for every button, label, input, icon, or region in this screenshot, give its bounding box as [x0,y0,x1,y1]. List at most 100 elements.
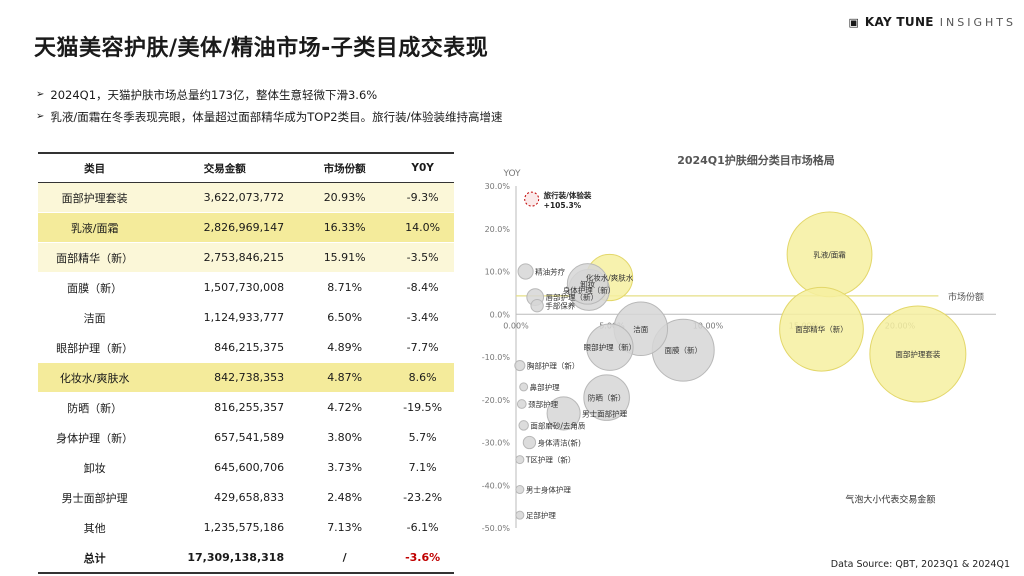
cell-yoy: -8.4% [391,272,454,303]
bubble-point [583,374,630,421]
bubble-point [586,323,634,371]
cell-share: 6.50% [298,302,392,333]
bubble-point [519,382,529,392]
header-share: 市场份额 [298,152,392,183]
outlier-bubble [524,191,540,207]
table-row: 防晒（新） 816,255,357 4.72% -19.5% [38,392,454,423]
header-amount: 交易金额 [151,152,299,183]
bullet-text: 乳液/面霜在冬季表现亮眼，体量超过面部精华成为TOP2类目。旅行装/体验装维持高… [50,110,503,124]
cell-amount: 17,309,138,318 [151,542,299,574]
bubble-point [515,510,525,520]
cell-amount: 3,622,073,772 [151,182,299,213]
cell-share: / [298,542,392,574]
table-row: 面部护理套装 3,622,073,772 20.93% -9.3% [38,182,454,213]
table-row: 眼部护理（新） 846,215,375 4.89% -7.7% [38,332,454,363]
cell-category: 防晒（新） [38,392,152,423]
y-tick-label: -30.0% [482,439,511,448]
bubble-label: 鼻部护理 [530,382,560,392]
cell-share: 3.73% [298,452,392,483]
bubble-label: 身体清洁(新) [538,438,581,448]
cell-amount: 1,507,730,008 [151,272,299,303]
kt-logo-icon: ▣ [848,15,859,29]
bullet-text: 2024Q1，天猫护肤市场总量约173亿，整体生意轻微下滑3.6% [50,88,378,102]
bullet-arrow-icon: ➢ [36,111,45,122]
bubble-point [516,399,527,409]
bullet-item: ➢ 乳液/面霜在冬季表现亮眼，体量超过面部精华成为TOP2类目。旅行装/体验装维… [36,106,502,128]
bubble-label: 洁面 [633,324,648,334]
y-tick-label: 30.0% [485,182,511,191]
bullet-list: ➢ 2024Q1，天猫护肤市场总量约173亿，整体生意轻微下滑3.6% ➢ 乳液… [36,84,502,128]
table-row: 面部精华（新） 2,753,846,215 15.91% -3.5% [38,242,454,273]
cell-amount: 816,255,357 [151,392,299,423]
cell-amount: 1,235,575,186 [151,512,299,543]
bubble-point [518,420,529,431]
cell-share: 7.13% [298,512,392,543]
cell-share: 4.89% [298,332,392,363]
cell-yoy: 5.7% [391,422,454,453]
bubble-label: 手部保养 [545,301,575,311]
table-header-row: 类目 交易金额 市场份额 Y0Y [38,152,454,183]
bubble-size-note: 气泡大小代表交易金额 [845,493,935,505]
brand-logo: ▣ KAY TUNE INSIGHTS [849,15,1016,29]
cell-share: 8.71% [298,272,392,303]
table-row: 面膜（新） 1,507,730,008 8.71% -8.4% [38,272,454,303]
table-row: 男士面部护理 429,658,833 2.48% -23.2% [38,482,454,513]
cell-category: 洁面 [38,302,152,333]
cell-share: 2.48% [298,482,392,513]
y-tick-label: -50.0% [482,524,511,533]
cell-yoy: 14.0% [391,212,454,243]
bubble-label: 面部磨砂/去角质 [530,420,586,430]
cell-share: 3.80% [298,422,392,453]
cell-share: 20.93% [298,182,392,213]
cell-share: 4.72% [298,392,392,423]
page-title: 天猫美容护肤/美体/精油市场-子类目成交表现 [34,36,489,61]
bubble-label: 面膜（新） [664,345,702,355]
bubble-point [869,305,967,403]
outlier-label: 旅行装/体验装 [544,190,592,200]
cell-yoy: -3.4% [391,302,454,333]
bullet-arrow-icon: ➢ [36,89,45,100]
cell-yoy: -19.5% [391,392,454,423]
cell-amount: 846,215,375 [151,332,299,363]
bubble-label: T区护理（新） [525,455,576,465]
y-axis-label: YOY [502,169,521,179]
bubble-label: 身体护理（新） [563,285,616,295]
y-tick-label: 0.0% [490,310,511,319]
bubble-point [522,435,537,450]
data-source: Data Source: QBT, 2023Q1 & 2024Q1 [830,559,1010,570]
cell-share: 15.91% [298,242,392,273]
cell-yoy: 8.6% [391,362,454,393]
y-tick-label: -40.0% [482,481,511,490]
outlier-value: +105.3% [544,201,582,210]
bubble-label: 面部精华（新） [795,324,848,334]
bubble-point [566,263,609,305]
bubble-label: 男士面部护理 [582,408,627,418]
cell-amount: 842,738,353 [151,362,299,393]
bubble-label: 卸妆 [580,279,596,289]
cell-category: 面膜（新） [38,272,152,303]
cell-category: 面部护理套装 [38,182,152,213]
y-tick-label: -10.0% [482,353,511,362]
x-axis-label: 市场份额 [948,291,984,303]
bubble-point [514,360,526,372]
cell-category: 总计 [38,542,152,574]
cell-category: 男士面部护理 [38,482,152,513]
table-total-row: 总计 17,309,138,318/-3.6% [38,542,454,574]
bubble-label: 男士身体护理 [526,485,571,495]
bubble-point [530,299,544,313]
cell-category: 其他 [38,512,152,543]
cell-share: 4.87% [298,362,392,393]
brand-name: KAY TUNE [864,15,934,29]
table-row: 化妆水/爽肤水 842,738,353 4.87% 8.6% [38,362,454,393]
cell-category: 身体护理（新） [38,422,152,453]
cell-amount: 2,753,846,215 [151,242,299,273]
bubble-label: 化妆水/爽肤水 [586,272,634,282]
table-row: 乳液/面霜 2,826,969,147 16.33% 14.0% [38,212,454,243]
bubble-point [517,263,534,280]
bubble-point [515,485,525,495]
bubble-chart-svg: 2024Q1护肤细分类目市场格局 YOY 市场份额 30.0% 20.0% 10.0% 0.… [482,153,996,533]
cell-yoy: -7.7% [391,332,454,363]
x-tick-label: 10.00% [693,321,724,330]
cell-category: 面部精华（新） [38,242,152,273]
cell-yoy: -6.1% [391,512,454,543]
